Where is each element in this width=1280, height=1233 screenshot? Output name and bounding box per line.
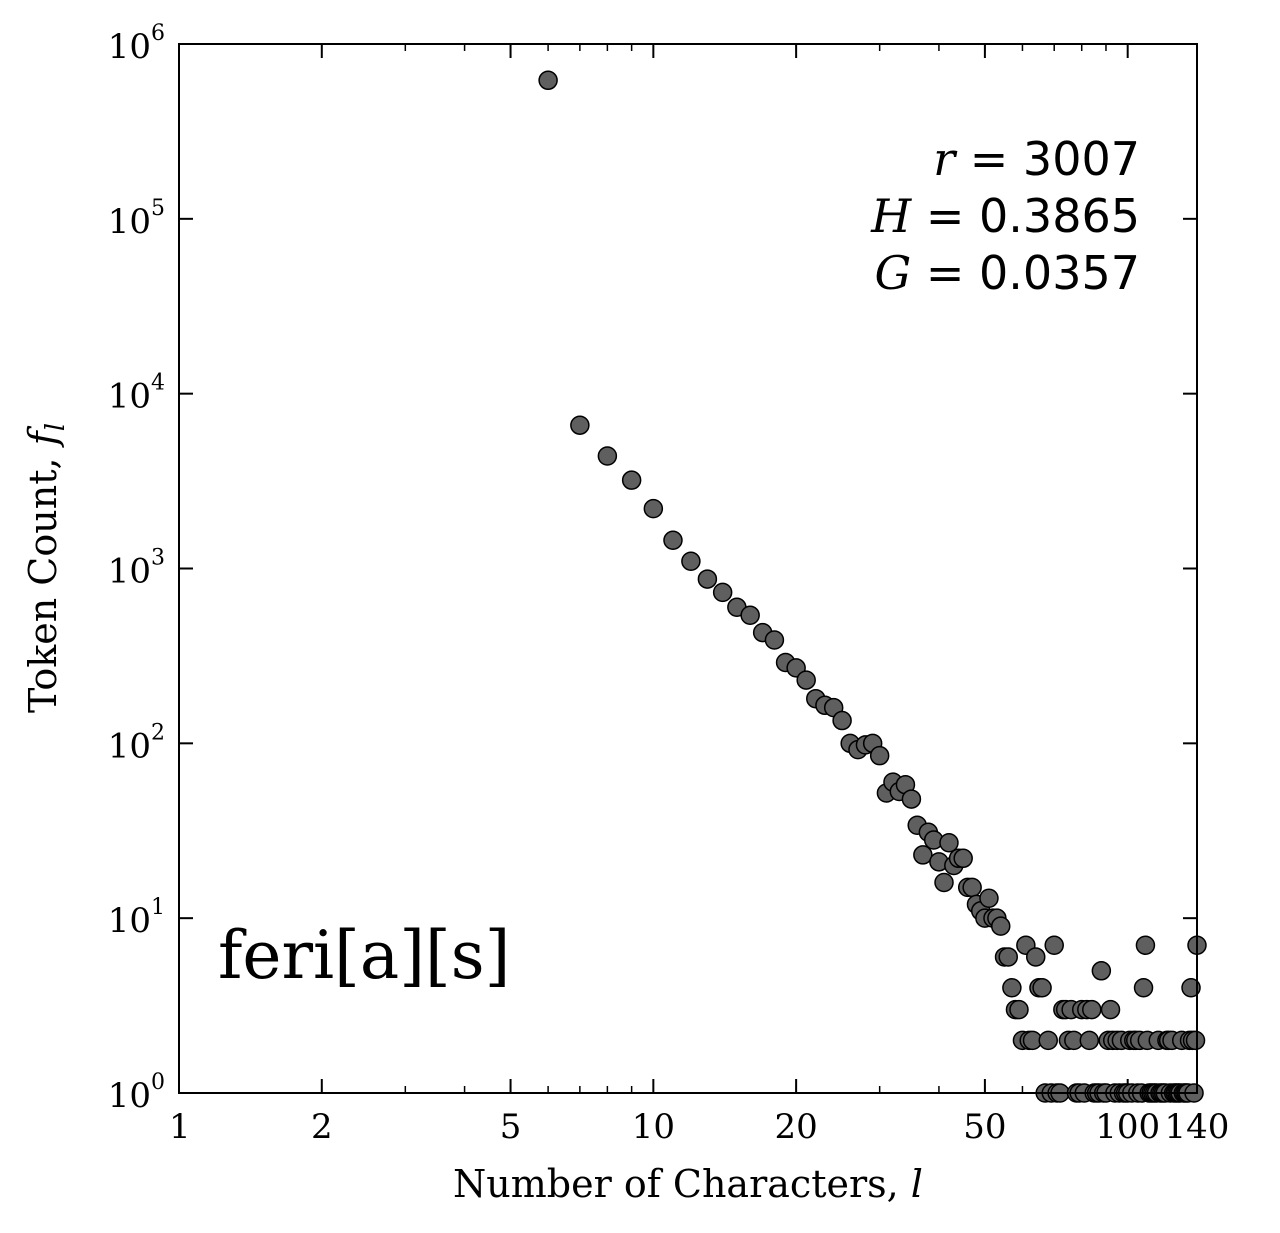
data-point — [1032, 977, 1052, 998]
axis-ticks — [178, 43, 1198, 1094]
x-tick-labels: 1 2 5 10 20 50 100 140 — [169, 1107, 1229, 1147]
data-point — [1002, 977, 1022, 998]
data-points — [538, 70, 1207, 1103]
data-point — [663, 530, 683, 551]
x-tick-label: 5 — [500, 1107, 522, 1147]
data-point — [1038, 1030, 1058, 1051]
x-tick-label: 20 — [775, 1107, 818, 1147]
data-point — [901, 789, 922, 809]
data-point — [934, 872, 954, 893]
x-tick-label: 2 — [311, 1107, 333, 1147]
x-tick-label: 1 — [169, 1107, 191, 1147]
stat-r: r = 3007 — [933, 132, 1140, 186]
data-point — [979, 888, 999, 908]
data-point — [1091, 961, 1112, 981]
stats-annotation: r = 3007 H = 0.3865 G = 0.0357 — [870, 132, 1140, 300]
stat-g: G = 0.0357 — [875, 246, 1141, 300]
y-tick-label: 101 — [108, 895, 165, 941]
data-point — [953, 848, 973, 869]
data-point — [643, 498, 664, 519]
data-point — [740, 605, 760, 626]
data-point — [913, 845, 933, 865]
x-axis-title: Number of Characters, l — [453, 1162, 923, 1206]
data-point — [1181, 977, 1201, 998]
x-tick-label: 50 — [963, 1107, 1006, 1147]
data-point — [1079, 1030, 1100, 1051]
data-point — [712, 582, 733, 603]
data-point — [681, 551, 701, 572]
data-point — [1025, 947, 1046, 967]
data-point — [832, 710, 852, 731]
y-axis-title: Token Count, fl — [21, 423, 71, 713]
data-point — [990, 916, 1011, 936]
y-tick-label: 102 — [108, 720, 165, 766]
x-tick-label: 100 — [1095, 1107, 1160, 1147]
data-point — [796, 670, 816, 690]
y-tick-label: 105 — [108, 196, 165, 242]
plot-frame — [178, 43, 1198, 1094]
y-tick-label: 104 — [108, 371, 165, 417]
data-point — [597, 446, 618, 466]
data-point — [869, 745, 890, 766]
data-point — [1009, 999, 1029, 1020]
data-point — [1044, 935, 1064, 955]
data-point — [764, 630, 785, 650]
data-point — [1100, 999, 1121, 1020]
data-point — [1185, 1030, 1206, 1051]
data-point — [697, 569, 718, 589]
y-tick-labels: 100 101 102 103 104 105 106 — [108, 21, 165, 1116]
panel-label: feri[a][s] — [218, 917, 510, 994]
data-point — [998, 947, 1018, 967]
stat-h: H = 0.3865 — [870, 189, 1140, 243]
data-point — [621, 470, 642, 490]
x-tick-label: 10 — [632, 1107, 675, 1147]
x-tick-label: 140 — [1165, 1107, 1230, 1147]
data-point — [1133, 977, 1154, 998]
data-point — [538, 70, 558, 91]
data-point — [939, 832, 959, 853]
y-tick-label: 100 — [108, 1070, 165, 1116]
data-point — [1082, 999, 1102, 1020]
y-tick-label: 103 — [108, 546, 165, 592]
data-point — [1135, 935, 1156, 955]
y-tick-label: 106 — [108, 21, 165, 67]
data-point — [962, 877, 982, 898]
data-point — [570, 415, 590, 435]
